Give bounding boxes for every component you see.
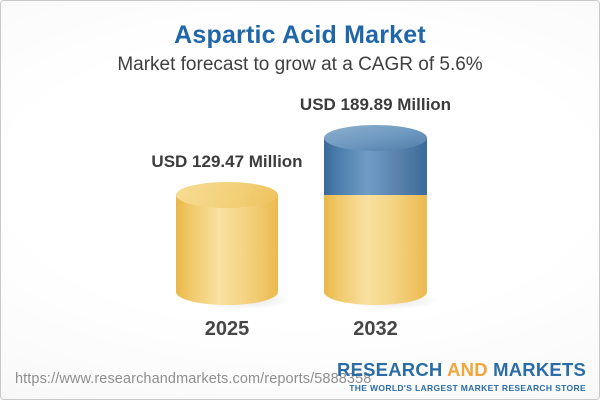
footer-url[interactable]: https://www.researchandmarkets.com/repor… xyxy=(15,371,372,387)
cylinder-top-cap-2025 xyxy=(176,182,278,208)
page-subtitle: Market forecast to grow at a CAGR of 5.6… xyxy=(117,54,483,75)
logo-tagline: THE WORLD'S LARGEST MARKET RESEARCH STOR… xyxy=(349,383,586,393)
logo-word-markets: MARKETS xyxy=(493,359,586,380)
value-label-2032: USD 189.89 Million xyxy=(299,95,452,114)
base-segment-2032 xyxy=(324,195,427,305)
logo-word-research: RESEARCH xyxy=(337,359,443,380)
bar-2032: USD 189.89 Million xyxy=(300,95,453,312)
logo-wordmark: RESEARCH AND MARKETS xyxy=(337,359,586,381)
year-label-2025: 2025 xyxy=(204,318,250,340)
year-label-2032: 2032 xyxy=(353,318,398,340)
logo-research-and-markets: RESEARCH AND MARKETS THE WORLD'S LARGEST… xyxy=(337,359,586,393)
cylinder-top-cap-2032 xyxy=(324,125,427,151)
page-title: Aspartic Acid Market xyxy=(174,21,426,49)
cylinder-body-2025 xyxy=(176,195,278,305)
logo-word-and: AND xyxy=(447,359,488,380)
value-label-2025: USD 129.47 Million xyxy=(151,152,303,171)
bar-2025: USD 129.47 Million xyxy=(151,152,304,312)
